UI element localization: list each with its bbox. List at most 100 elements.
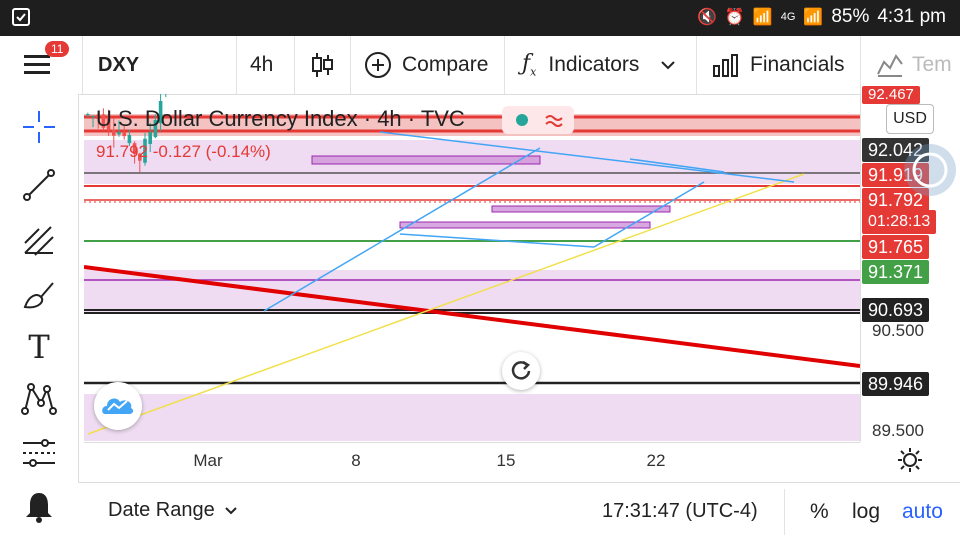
notification-badge: 11 <box>45 41 70 57</box>
zone-rect <box>311 155 541 165</box>
log-toggle[interactable]: log <box>852 500 881 523</box>
trend-line-icon <box>23 169 55 201</box>
channel-line <box>629 158 725 173</box>
mute-icon: 🔇 <box>696 9 717 26</box>
brush-tool[interactable] <box>18 274 60 316</box>
interval-button[interactable]: 4h <box>250 53 274 76</box>
hamburger-icon <box>24 55 50 74</box>
bottom-bar: Date Range 17:31:47 (UTC-4) % log auto <box>78 482 960 541</box>
pattern-icon <box>21 383 57 415</box>
templates-label: Tem <box>912 53 952 76</box>
tradingview-logo[interactable] <box>94 382 142 430</box>
sliders-icon <box>23 439 55 467</box>
compare-button[interactable]: Compare <box>364 36 488 94</box>
timezone-clock[interactable]: 17:31:47 (UTC-4) <box>602 500 758 522</box>
chart-settings-button[interactable] <box>896 446 924 479</box>
trend-line <box>87 173 805 435</box>
candle-body <box>153 119 158 138</box>
alert-tool[interactable] <box>18 486 60 528</box>
legend-controls[interactable] <box>502 106 574 134</box>
gear-icon <box>898 448 922 472</box>
time-axis[interactable]: Mar 8 15 22 <box>84 442 860 481</box>
time-tick: 8 <box>351 451 361 470</box>
cloud-logo-icon <box>102 398 134 414</box>
financials-button[interactable]: Financials <box>712 36 845 94</box>
bell-icon <box>26 493 52 523</box>
trend-line-tool[interactable] <box>18 164 60 206</box>
price-label: 91.765 <box>862 235 930 259</box>
zone-rect <box>84 270 860 313</box>
brush-icon <box>23 282 54 309</box>
crosshair-tool[interactable] <box>18 106 60 148</box>
chart-toolbar: 11 DXY 4h Compare ƒx Indicators <box>0 36 960 95</box>
templates-button[interactable]: Tem <box>876 36 952 94</box>
channel-line <box>399 233 595 248</box>
reset-chart-button[interactable] <box>502 352 540 390</box>
chart-type-button[interactable] <box>310 36 334 94</box>
wave-icon <box>545 115 563 127</box>
signal-icon: 📶 <box>803 9 824 26</box>
compare-label: Compare <box>402 53 489 76</box>
candle-body <box>132 143 137 155</box>
chevron-down-icon <box>225 506 237 514</box>
chevron-down-icon <box>661 61 676 70</box>
time-tick: 15 <box>496 451 516 470</box>
function-icon: ƒx <box>522 51 537 79</box>
date-range-label: Date Range <box>108 499 215 521</box>
zone-rect <box>399 221 651 229</box>
price-tick: 90.500 <box>872 321 924 340</box>
price-label: 90.693 <box>862 298 930 322</box>
price-label: 92.467 <box>862 86 920 104</box>
indicators-label: Indicators <box>548 53 640 76</box>
bubble-icon <box>912 152 948 188</box>
candle-body <box>138 153 142 161</box>
financials-label: Financials <box>750 53 845 76</box>
legend-value: 91.792 -0.127 (-0.14%) <box>96 142 271 161</box>
candle-body <box>122 132 126 137</box>
network-type: 4G <box>780 11 796 23</box>
templates-icon <box>877 54 903 77</box>
indicators-button[interactable]: ƒx Indicators <box>522 36 676 94</box>
price-label: 89.946 <box>862 372 930 396</box>
bar-chart-icon <box>713 54 738 77</box>
object-tree-tool[interactable] <box>18 432 60 474</box>
quick-action-button[interactable] <box>904 144 956 196</box>
date-range-button[interactable]: Date Range <box>108 499 237 522</box>
symbol-button[interactable]: DXY <box>98 53 140 76</box>
time-tick: Mar <box>193 451 223 470</box>
price-chart[interactable] <box>84 94 860 442</box>
chart-legend-title[interactable]: U.S. Dollar Currency Index · 4h · TVC <box>96 106 465 131</box>
pitchfork-icon <box>24 226 54 256</box>
channel-line <box>379 131 795 183</box>
currency-button[interactable]: USD <box>886 104 934 134</box>
candle-body <box>112 129 116 136</box>
price-label: 91.919 <box>862 163 930 187</box>
plus-circle-icon <box>365 52 391 78</box>
channel-line <box>263 147 541 312</box>
auto-toggle[interactable]: auto <box>902 500 943 523</box>
signal-icon: 📶 <box>752 9 773 26</box>
fib-tool[interactable] <box>18 220 60 262</box>
candle-body <box>143 138 147 163</box>
zone-rect <box>491 205 671 213</box>
percent-toggle[interactable]: % <box>810 500 829 523</box>
channel-line <box>593 181 705 248</box>
candle-body <box>148 132 152 144</box>
zone-rect <box>84 394 860 441</box>
candle-body <box>158 100 163 124</box>
crosshair-icon <box>23 111 55 143</box>
alarm-icon: ⏰ <box>724 9 745 26</box>
countdown-label: 01:28:13 <box>862 210 937 234</box>
text-tool[interactable]: T <box>18 326 60 368</box>
candle-body <box>127 135 132 144</box>
pattern-tool[interactable] <box>18 378 60 420</box>
checklist-icon <box>12 8 30 26</box>
trend-line <box>84 265 860 368</box>
refresh-icon <box>511 360 531 380</box>
menu-button[interactable] <box>22 36 58 94</box>
price-label: 91.371 <box>862 260 930 284</box>
battery-level: 85% <box>831 6 870 27</box>
candle-body <box>101 114 106 128</box>
text-icon: T <box>28 328 50 366</box>
candle-body <box>96 114 100 120</box>
